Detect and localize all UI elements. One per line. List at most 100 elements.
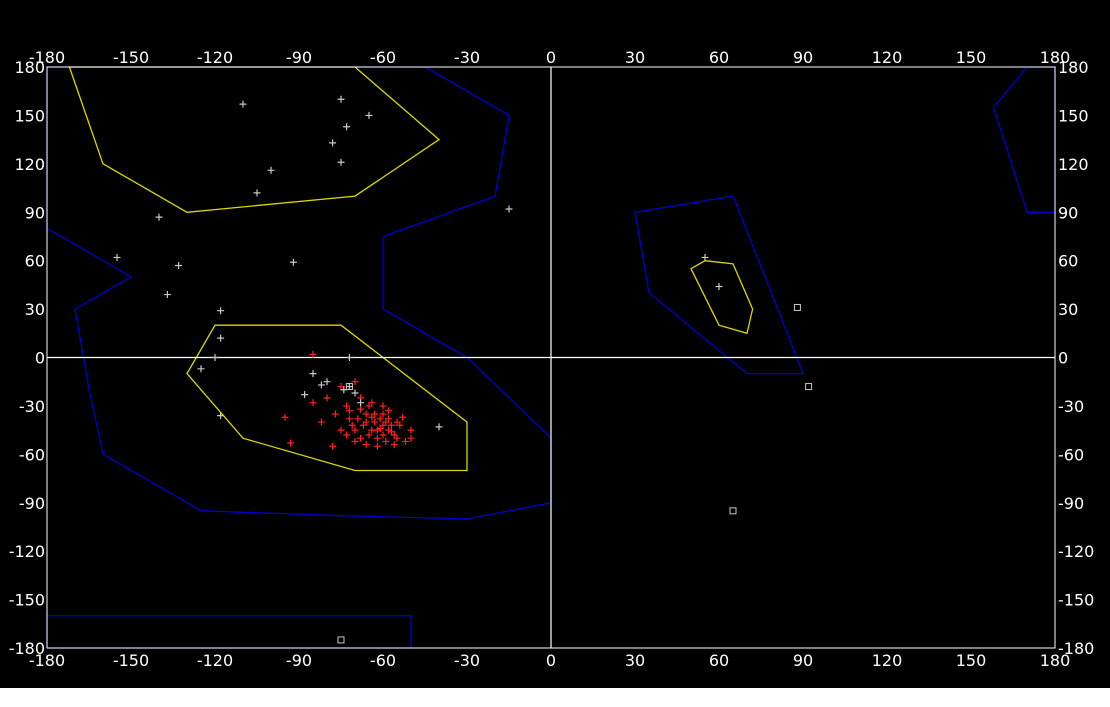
x-tick-label-bottom: -30 [454, 651, 480, 670]
region-core-1 [186, 324, 468, 472]
data-point-plus [376, 425, 384, 433]
data-point-plus [217, 334, 225, 342]
data-point-plus [287, 439, 295, 447]
region-allowed-2 [634, 195, 804, 375]
data-point-square [337, 636, 345, 644]
x-tick-label-top: -90 [286, 48, 312, 67]
data-point-plus [329, 139, 337, 147]
data-point-plus [435, 423, 443, 431]
data-point-plus [368, 399, 376, 407]
data-point-plus [351, 426, 359, 434]
y-tick-label-left: -90 [19, 494, 45, 513]
y-tick-label-right: 150 [1058, 106, 1089, 125]
data-point-plus [365, 431, 373, 439]
data-point-plus [407, 426, 415, 434]
data-point-plus [323, 394, 331, 402]
tick-labels: -180 -180 -150 -150 -120 -120 -90 -90 -60 -60 -30 -… [9, 48, 1095, 670]
x-tick-label-bottom: 60 [709, 651, 729, 670]
data-point-plus [354, 415, 362, 423]
y-tick-label-left: 60 [25, 252, 45, 271]
data-point-plus [401, 437, 409, 445]
data-point-plus [362, 410, 370, 418]
data-point-plus [155, 213, 163, 221]
x-tick-label-top: 30 [625, 48, 645, 67]
x-tick-label-top: -150 [113, 48, 149, 67]
data-point-plus [351, 378, 359, 386]
data-point-plus [357, 434, 365, 442]
data-point-plus [387, 428, 395, 436]
y-tick-label-left: 0 [35, 349, 45, 368]
x-tick-label-bottom: -180 [29, 651, 65, 670]
data-point-plus [253, 189, 261, 197]
data-point-plus [345, 415, 353, 423]
data-point-plus [197, 365, 205, 373]
data-point-plus [393, 434, 401, 442]
data-point-plus [376, 415, 384, 423]
y-tick-label-right: -60 [1058, 445, 1084, 464]
y-tick-label-right: -30 [1058, 397, 1084, 416]
x-tick-label-bottom: -90 [286, 651, 312, 670]
x-tick-label-bottom: -150 [113, 651, 149, 670]
data-point-plus [348, 421, 356, 429]
x-tick-label-bottom: 0 [546, 651, 556, 670]
data-point-plus [379, 431, 387, 439]
data-point-plus [281, 413, 289, 421]
x-tick-label-bottom: -120 [197, 651, 233, 670]
data-point-plus [368, 413, 376, 421]
data-point-plus [715, 282, 723, 290]
data-point-plus [337, 95, 345, 103]
y-tick-label-left: -120 [9, 542, 45, 561]
data-point-plus [365, 111, 373, 119]
data-point-plus [323, 378, 331, 386]
y-tick-label-left: 150 [14, 106, 45, 125]
y-tick-label-right: 90 [1058, 203, 1078, 222]
data-point-plus [239, 100, 247, 108]
data-point-plus [407, 434, 415, 442]
data-point-plus [351, 437, 359, 445]
x-tick-label-top: -60 [370, 48, 396, 67]
x-tick-label-bottom: 180 [1040, 651, 1071, 670]
data-point-square [805, 383, 813, 391]
data-point-plus [343, 431, 351, 439]
data-point-plus [345, 383, 353, 391]
data-point-plus [345, 354, 353, 361]
data-point-plus [371, 418, 379, 426]
data-point-plus [163, 291, 171, 299]
data-point-plus [701, 253, 709, 261]
data-point-plus [379, 402, 387, 410]
data-point-plus [343, 123, 351, 131]
bottom-strip [0, 688, 1110, 702]
y-tick-label-right: 0 [1058, 349, 1068, 368]
y-tick-label-right: 30 [1058, 300, 1078, 319]
data-point-plus [382, 437, 390, 445]
x-tick-label-top: 150 [956, 48, 987, 67]
data-point-plus [331, 410, 339, 418]
y-tick-label-right: -120 [1058, 542, 1094, 561]
y-tick-label-right: 60 [1058, 252, 1078, 271]
data-point-plus [382, 418, 390, 426]
y-tick-label-right: -180 [1058, 639, 1094, 658]
y-tick-label-left: 30 [25, 300, 45, 319]
x-tick-label-bottom: 30 [625, 651, 645, 670]
x-tick-label-bottom: 90 [793, 651, 813, 670]
y-tick-label-left: -30 [19, 397, 45, 416]
data-point-square [793, 303, 801, 311]
region-allowed-0 [46, 66, 552, 520]
data-point-plus [387, 421, 395, 429]
data-point-plus [309, 350, 317, 358]
x-tick-label-top: 0 [546, 48, 556, 67]
x-tick-label-top: 180 [1040, 48, 1071, 67]
data-point-plus [329, 442, 337, 450]
x-tick-label-bottom: 150 [956, 651, 987, 670]
data-point-plus [373, 434, 381, 442]
x-tick-label-top: 60 [709, 48, 729, 67]
y-tick-label-right: -150 [1058, 591, 1094, 610]
data-point-plus [317, 418, 325, 426]
data-point-plus [113, 253, 121, 261]
data-point-plus [385, 407, 393, 415]
data-point-plus [217, 307, 225, 315]
x-tick-label-top: -180 [29, 48, 65, 67]
data-point-plus [175, 262, 183, 270]
